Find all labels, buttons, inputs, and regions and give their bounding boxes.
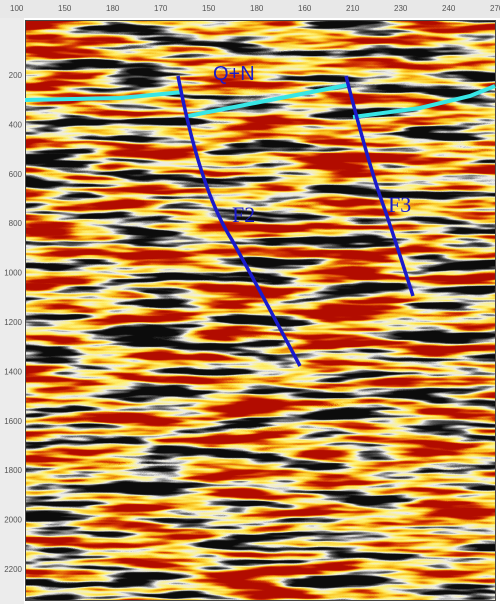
top-axis-label: 100 <box>10 4 24 13</box>
fault-label: F2 <box>232 202 255 227</box>
left-axis-label: 800 <box>9 219 23 228</box>
top-axis-label: 150 <box>58 4 72 13</box>
top-axis-label: 180 <box>250 4 264 13</box>
top-axis-label: 180 <box>106 4 120 13</box>
top-axis-label: 230 <box>394 4 408 13</box>
left-axis-label: 200 <box>9 71 23 80</box>
left-axis-label: 1000 <box>4 269 22 278</box>
left-axis-label: 1200 <box>4 318 22 327</box>
left-axis-label: 400 <box>9 120 23 129</box>
left-axis-label: 1600 <box>4 417 22 426</box>
horizon-label: Q+N <box>213 63 255 85</box>
left-axis-label: 600 <box>9 170 23 179</box>
top-axis-label: 170 <box>154 4 168 13</box>
top-axis-label: 160 <box>298 4 312 13</box>
left-axis-label: 1400 <box>4 367 22 376</box>
top-axis-label: 240 <box>442 4 456 13</box>
top-axis-label: 270 <box>490 4 500 13</box>
top-axis-label: 210 <box>346 4 360 13</box>
left-axis-label: 2200 <box>4 565 22 574</box>
seismic-figure: Q+N F2 F3 100 150 180 170 150 180 160 210 230 240… <box>0 0 500 604</box>
left-axis-label: 2000 <box>4 516 22 525</box>
left-axis-label: 1800 <box>4 466 22 475</box>
top-axis-label: 150 <box>202 4 216 13</box>
fault-label: F3 <box>388 192 411 217</box>
